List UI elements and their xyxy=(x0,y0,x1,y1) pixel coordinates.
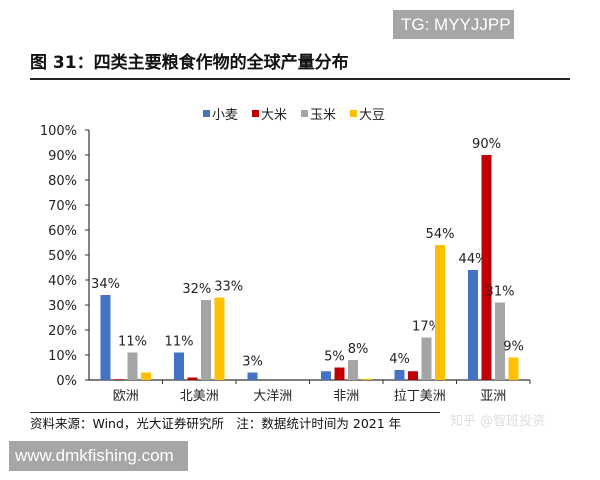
legend-label: 大米 xyxy=(261,108,287,123)
bar-大米 xyxy=(114,379,124,380)
source-note: 资料来源：Wind，光大证券研究所 注：数据统计时间为 2021 年 xyxy=(30,416,402,431)
data-label: 31% xyxy=(486,285,515,300)
data-label: 33% xyxy=(214,280,243,295)
data-label: 11% xyxy=(165,335,194,350)
bar-玉米 xyxy=(495,302,505,380)
bar-小麦 xyxy=(394,370,405,380)
bar-玉米 xyxy=(421,337,432,380)
x-tick-label: 大洋洲 xyxy=(253,389,292,404)
data-label: 90% xyxy=(472,137,501,152)
legend-label: 小麦 xyxy=(212,108,238,123)
title-divider xyxy=(30,78,570,80)
y-tick-label: 100% xyxy=(40,124,77,139)
data-label: 3% xyxy=(242,355,263,370)
data-label: 17% xyxy=(412,320,441,335)
tg-watermark: TG: MYYJJPP xyxy=(393,10,514,39)
data-label: 44% xyxy=(459,252,488,267)
data-label: 32% xyxy=(182,282,211,297)
y-tick-label: 90% xyxy=(48,149,77,164)
legend-label: 玉米 xyxy=(310,108,336,123)
x-tick-label: 非洲 xyxy=(333,389,359,404)
y-tick-label: 40% xyxy=(48,274,77,289)
data-label: 54% xyxy=(426,227,455,242)
data-label: 5% xyxy=(324,350,345,365)
y-tick-label: 0% xyxy=(56,374,77,389)
bar-小麦 xyxy=(174,352,184,380)
bar-玉米 xyxy=(127,352,138,380)
y-tick-label: 10% xyxy=(48,349,77,364)
data-label: 8% xyxy=(348,342,369,357)
x-tick-label: 北美洲 xyxy=(180,389,219,404)
y-tick-label: 50% xyxy=(48,249,77,264)
zhihu-watermark: 知乎 @智班投资 xyxy=(450,414,546,429)
bar-大豆 xyxy=(435,245,445,380)
bar-玉米 xyxy=(348,360,358,380)
bar-小麦 xyxy=(321,371,331,380)
y-tick-label: 30% xyxy=(48,299,77,314)
data-label: 9% xyxy=(503,340,524,355)
figure-title: 图 31：四类主要粮食作物的全球产量分布 xyxy=(30,53,349,73)
bar-小麦 xyxy=(247,372,258,380)
bar-大豆 xyxy=(141,372,151,380)
legend-swatch xyxy=(203,110,210,117)
bar-大豆 xyxy=(214,297,225,380)
source-divider xyxy=(30,412,440,413)
y-tick-label: 60% xyxy=(48,224,77,239)
bar-小麦 xyxy=(468,270,478,380)
x-tick-label: 欧洲 xyxy=(113,389,139,404)
data-label: 4% xyxy=(389,352,410,367)
site-watermark: www.dmkfishing.com xyxy=(9,441,188,471)
y-tick-label: 20% xyxy=(48,324,77,339)
data-label: 34% xyxy=(91,277,120,292)
bar-大米 xyxy=(187,377,198,380)
x-tick-label: 拉丁美洲 xyxy=(394,389,446,404)
y-tick-label: 80% xyxy=(48,174,77,189)
bar-大米 xyxy=(408,371,418,380)
bar-大豆 xyxy=(361,378,372,380)
bar-大豆 xyxy=(508,357,519,380)
bar-小麦 xyxy=(100,295,111,380)
legend-swatch xyxy=(301,110,308,117)
bar-玉米 xyxy=(201,300,211,380)
bar-大米 xyxy=(481,155,492,380)
legend-swatch xyxy=(350,110,357,117)
legend-swatch xyxy=(252,110,259,117)
legend-label: 大豆 xyxy=(359,108,385,123)
y-tick-label: 70% xyxy=(48,199,77,214)
bar-大米 xyxy=(334,367,345,380)
x-tick-label: 亚洲 xyxy=(480,389,506,404)
data-label: 11% xyxy=(118,335,147,350)
